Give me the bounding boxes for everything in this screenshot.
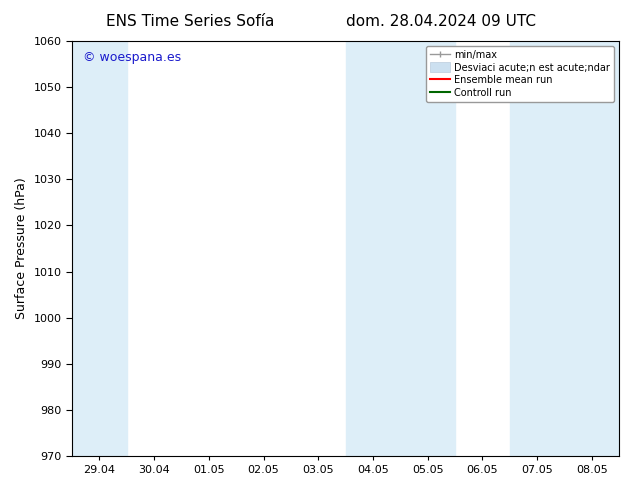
Text: ENS Time Series Sofía: ENS Time Series Sofía xyxy=(106,14,275,29)
Bar xyxy=(72,41,127,456)
Text: dom. 28.04.2024 09 UTC: dom. 28.04.2024 09 UTC xyxy=(346,14,536,29)
Bar xyxy=(346,41,455,456)
Bar xyxy=(510,41,619,456)
Y-axis label: Surface Pressure (hPa): Surface Pressure (hPa) xyxy=(15,178,28,319)
Text: © woespana.es: © woespana.es xyxy=(83,51,181,64)
Legend: min/max, Desviaci acute;n est acute;ndar, Ensemble mean run, Controll run: min/max, Desviaci acute;n est acute;ndar… xyxy=(426,46,614,102)
